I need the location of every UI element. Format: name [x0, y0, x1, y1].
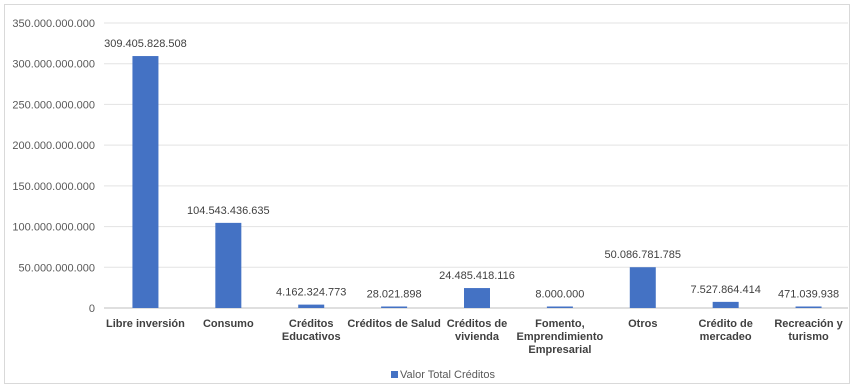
bar	[381, 306, 408, 308]
y-tick-label: 50.000.000.000	[19, 262, 95, 274]
bar	[298, 304, 325, 308]
bar	[215, 222, 242, 308]
category-label: Otros	[628, 318, 657, 330]
category-label: Educativos	[282, 331, 341, 343]
data-label: 4.162.324.773	[276, 287, 346, 299]
category-labels: Libre inversión Consumo CréditosEducativos…	[106, 318, 844, 356]
data-label: 50.086.781.785	[605, 249, 681, 261]
legend-label: Valor Total Créditos	[400, 369, 495, 381]
category-label: Libre inversión	[106, 318, 185, 330]
category-label: Consumo	[203, 318, 254, 330]
y-tick-label: 0	[89, 303, 95, 315]
bar	[132, 56, 159, 308]
category-label: vivienda	[455, 331, 500, 343]
y-tick-label: 200.000.000.000	[12, 140, 95, 152]
data-label: 471.039.938	[778, 289, 839, 301]
y-tick-label: 150.000.000.000	[12, 181, 95, 193]
category-label: Empresarial	[528, 344, 591, 356]
category-label: Fomento,	[535, 318, 585, 330]
data-label: 24.485.418.116	[439, 270, 515, 282]
legend: Valor Total Créditos	[391, 369, 495, 381]
category-label: mercadeo	[700, 331, 752, 343]
y-tick-label: 300.000.000.000	[12, 59, 95, 71]
bar	[712, 301, 739, 308]
category-label: Créditos de	[447, 318, 508, 330]
category-label: turismo	[788, 331, 829, 343]
y-tick-label: 100.000.000.000	[12, 222, 95, 234]
data-labels: 309.405.828.508 104.543.436.635 4.162.324.…	[104, 38, 839, 300]
category-label: Emprendimiento	[516, 331, 603, 343]
bar	[546, 306, 573, 308]
bar	[795, 306, 822, 308]
legend-swatch	[391, 371, 398, 378]
category-label: Crédito de	[698, 318, 752, 330]
data-label: 7.527.864.414	[690, 284, 760, 296]
category-label: Recreación y	[774, 318, 843, 330]
y-axis-ticks: 0 50.000.000.000 100.000.000.000 150.000.00…	[12, 18, 95, 315]
data-label: 8.000.000	[535, 289, 584, 301]
bars	[132, 56, 822, 308]
y-tick-label: 350.000.000.000	[12, 18, 95, 30]
category-label: Créditos de Salud	[347, 318, 441, 330]
y-tick-label: 250.000.000.000	[12, 99, 95, 111]
data-label: 28.021.898	[367, 289, 422, 301]
data-label: 104.543.436.635	[187, 205, 270, 217]
category-label: Créditos	[289, 318, 334, 330]
bar	[629, 267, 656, 308]
bar	[464, 288, 490, 308]
data-label: 309.405.828.508	[104, 38, 187, 50]
